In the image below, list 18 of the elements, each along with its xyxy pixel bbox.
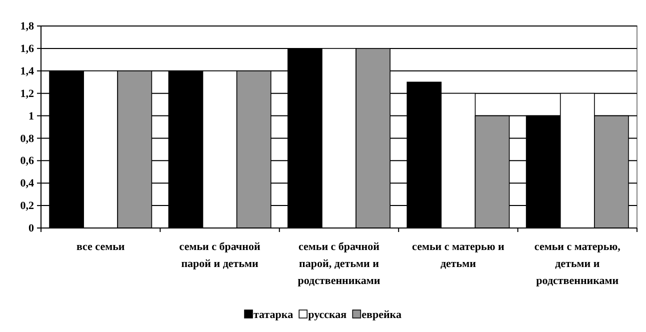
legend-label: татарка [254,309,294,321]
x-tick-label: семьи с брачной парой, детьми и родственниками [298,241,381,287]
y-tick-label: 0,6 [20,155,34,168]
legend-label: еврейка [362,309,402,321]
y-tick-label: 1 [28,110,34,122]
x-tick-label: семьи с матерью, детьми и родственниками [534,241,621,287]
y-tick-label: 1,8 [20,20,34,33]
y-tick-label: 1,4 [20,65,34,78]
legend-label: русская [308,309,347,321]
y-tick-label: 0,8 [20,132,34,145]
y-tick-label: 1,2 [20,88,34,100]
x-tick-label: все семьи [76,241,126,253]
y-tick-label: 0,4 [20,178,34,190]
y-tick-label: 0 [28,222,34,235]
y-tick-label: 1,6 [20,42,34,55]
x-tick-label: семьи с матерью и детьми [412,241,505,270]
x-tick-label: семьи с брачной парой и детьми [179,241,261,270]
y-tick-label: 0,2 [20,200,34,212]
